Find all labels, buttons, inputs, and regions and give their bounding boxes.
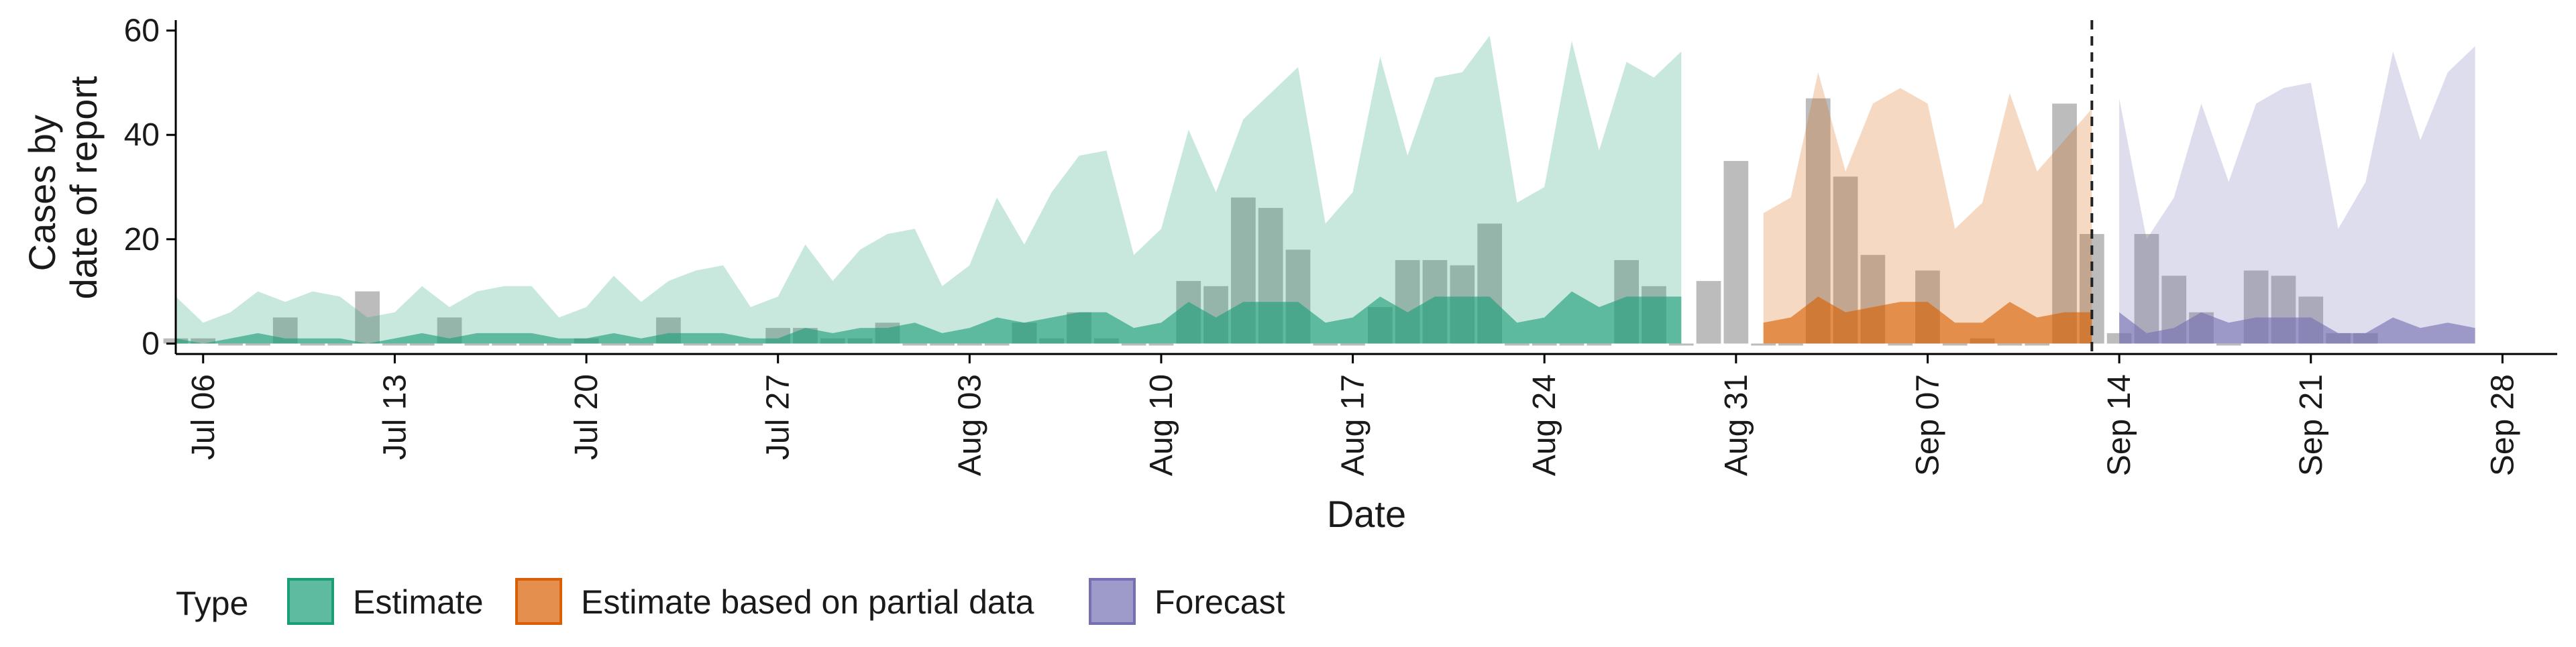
y-axis-title-line-2: date of report bbox=[62, 76, 105, 300]
reported-cases-bar bbox=[2216, 343, 2241, 346]
legend-key-forecast bbox=[1089, 578, 1136, 625]
x-axis-title: Date bbox=[1327, 493, 1406, 535]
series-band-outer-estimate bbox=[176, 36, 1682, 344]
reported-cases-bar bbox=[2052, 103, 2077, 344]
reported-cases-bar bbox=[1751, 343, 1776, 346]
reported-cases-bar bbox=[1888, 343, 1913, 346]
x-tick-label: Sep 21 bbox=[2294, 374, 2329, 476]
x-tick-label: Aug 03 bbox=[952, 374, 987, 476]
reported-cases-bar bbox=[464, 343, 490, 346]
legend-key-estimate bbox=[287, 578, 334, 625]
axes bbox=[174, 20, 2557, 355]
x-tick-label: Jul 13 bbox=[377, 374, 413, 460]
reported-cases-bar bbox=[738, 343, 763, 346]
legend-label-forecast: Forecast bbox=[1155, 583, 1285, 621]
reported-cases-bar bbox=[1505, 343, 1529, 346]
reported-cases-bar bbox=[492, 343, 517, 346]
x-tick-label: Aug 24 bbox=[1527, 374, 1562, 476]
y-tick-label: 60 bbox=[124, 13, 160, 49]
x-tick-label: Sep 28 bbox=[2485, 374, 2520, 476]
reported-cases-bar bbox=[2134, 234, 2159, 344]
x-tick-label: Jul 20 bbox=[569, 374, 604, 460]
reported-cases-bar bbox=[519, 343, 544, 346]
reported-cases-bar bbox=[1559, 343, 1585, 346]
series-band-inner-estimate-based-on-partial-data bbox=[1763, 296, 2092, 344]
reported-cases-bar bbox=[1313, 343, 1338, 346]
reported-cases-bar bbox=[710, 343, 736, 346]
series-band-inner-estimate bbox=[176, 291, 1682, 344]
reported-cases-bar bbox=[1778, 343, 1803, 346]
x-tick-label: Aug 10 bbox=[1144, 374, 1179, 476]
y-ticks: 0 20 40 60 bbox=[124, 13, 176, 361]
series-areas bbox=[176, 36, 2475, 344]
reported-cases-bar bbox=[1340, 343, 1365, 346]
reported-cases-bar bbox=[1696, 281, 1721, 344]
reported-cases-bar bbox=[902, 343, 928, 346]
reported-cases-bar bbox=[382, 343, 407, 346]
reported-cases-bar bbox=[191, 338, 216, 344]
reported-cases-bar bbox=[1668, 343, 1694, 346]
x-tick-label: Jul 06 bbox=[186, 374, 221, 460]
y-axis-title: Cases by date of report bbox=[21, 76, 105, 300]
reported-cases-bar bbox=[2025, 343, 2050, 346]
series-band-outer-estimate-based-on-partial-data bbox=[1763, 72, 2092, 344]
reported-cases-bar bbox=[1587, 343, 1612, 346]
x-tick-label: Sep 14 bbox=[2102, 374, 2137, 476]
legend-key-estimate-based-on-partial-data bbox=[515, 578, 562, 625]
reported-cases-bar bbox=[546, 343, 572, 346]
reported-cases-bar bbox=[683, 343, 708, 346]
reported-cases-bar bbox=[1997, 343, 2023, 346]
reported-cases-bar bbox=[1121, 343, 1146, 346]
reported-cases-bar bbox=[930, 343, 955, 346]
x-ticks: Jul 06 Jul 13 Jul 20 Jul 27 Aug 03 Aug 10 Aug … bbox=[186, 354, 2520, 476]
y-axis-title-line-1: Cases by bbox=[21, 115, 63, 271]
y-tick-label: 0 bbox=[142, 326, 160, 361]
reported-cases-bar bbox=[1532, 343, 1557, 346]
legend-label-estimate: Estimate bbox=[353, 583, 484, 621]
series-band-outer-forecast bbox=[2119, 46, 2475, 344]
legend-title: Type bbox=[176, 585, 248, 622]
reported-cases-bar bbox=[1942, 343, 1968, 346]
reported-cases-bar bbox=[246, 343, 270, 346]
reported-cases-bar bbox=[355, 291, 380, 344]
reported-cases-bar bbox=[300, 343, 325, 346]
reported-cases-bar bbox=[629, 343, 653, 346]
reported-cases-bar bbox=[984, 343, 1010, 346]
reported-cases-bar bbox=[218, 343, 243, 346]
x-tick-label: Sep 07 bbox=[1910, 374, 1945, 476]
y-tick-label: 40 bbox=[124, 117, 160, 153]
y-tick-label: 20 bbox=[124, 222, 160, 257]
reported-cases-bar bbox=[1723, 161, 1749, 344]
reported-cases-bar bbox=[327, 343, 353, 346]
x-tick-label: Jul 27 bbox=[761, 374, 796, 460]
reported-cases-bar bbox=[409, 343, 435, 346]
reported-cases-bar bbox=[601, 343, 627, 346]
reported-cases-bar bbox=[957, 343, 982, 346]
reported-cases-bar bbox=[1148, 343, 1174, 346]
legend: Type Estimate Estimate based on partial d… bbox=[176, 578, 1285, 625]
series-band-inner-forecast bbox=[2119, 312, 2475, 344]
x-tick-label: Aug 17 bbox=[1336, 374, 1371, 476]
legend-label-estimate-based-on-partial-data: Estimate based on partial data bbox=[581, 583, 1034, 621]
x-tick-label: Aug 31 bbox=[1719, 374, 1754, 476]
